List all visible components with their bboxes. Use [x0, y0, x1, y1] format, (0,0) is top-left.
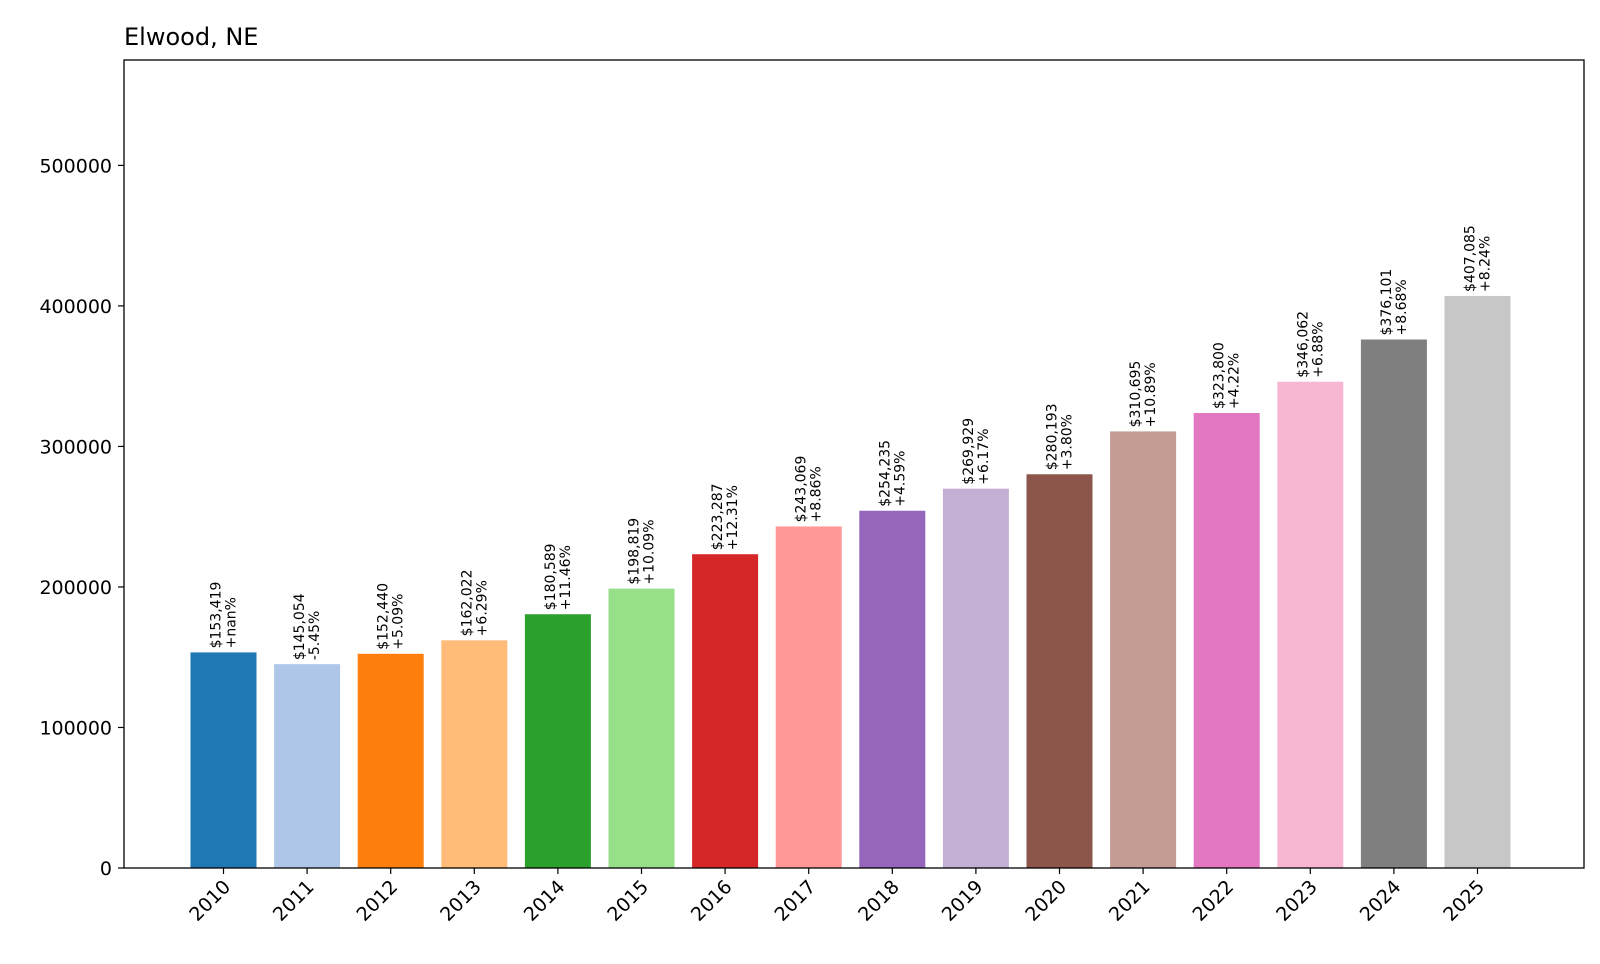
bar-value-label: $269,929+6.17%	[961, 418, 992, 485]
x-tick-label: 2010	[185, 876, 235, 926]
y-tick-label: 400000	[39, 296, 112, 318]
bar-2012	[357, 653, 424, 868]
bar-2022	[1193, 412, 1260, 868]
bar-2021	[1110, 431, 1177, 868]
bar-2016	[692, 554, 759, 868]
bars-group	[190, 295, 1511, 868]
y-tick-label: 300000	[39, 436, 112, 458]
bar-price-label: $407,085	[1463, 225, 1479, 292]
bar-value-label: $310,695+10.89%	[1128, 361, 1159, 428]
bar-2011	[274, 664, 341, 868]
y-axis: 0 100000 200000 300000 400000 500000	[39, 155, 124, 880]
bar-value-label: $153,419+nan%	[209, 582, 240, 649]
bar-price-label: $376,101	[1379, 269, 1395, 336]
bar-change-label: +4.22%	[1227, 353, 1243, 409]
x-tick-label: 2025	[1439, 876, 1489, 926]
bar-value-label: $280,193+3.80%	[1045, 403, 1076, 470]
bar-change-label: +3.80%	[1060, 414, 1076, 470]
bar-value-label: $145,054-5.45%	[292, 593, 323, 660]
bar-value-label: $180,589+11.46%	[543, 543, 574, 610]
x-tick-label: 2024	[1356, 876, 1406, 926]
y-tick-label: 0	[100, 858, 112, 880]
y-tick-label: 100000	[39, 717, 112, 739]
bar-change-label: +6.88%	[1310, 321, 1326, 377]
bar-price-label: $198,819	[627, 518, 643, 585]
plot-frame	[123, 59, 1585, 869]
bar-change-label: +8.86%	[809, 466, 825, 522]
bar-price-label: $269,929	[961, 418, 977, 485]
bar-change-label: +6.29%	[474, 580, 490, 636]
bar-2023	[1277, 381, 1344, 868]
bar-change-label: +10.89%	[1143, 362, 1159, 427]
x-tick-label: 2011	[269, 876, 319, 926]
x-tick-label: 2016	[687, 876, 737, 926]
bar-value-label: $346,062+6.88%	[1295, 311, 1326, 378]
bar-value-label: $254,235+4.59%	[877, 440, 908, 507]
bar-price-label: $243,069	[794, 456, 810, 523]
bar-2015	[608, 588, 675, 868]
bar-price-label: $323,800	[1212, 342, 1228, 409]
bar-2020	[1026, 474, 1093, 868]
bar-price-label: $346,062	[1295, 311, 1311, 378]
bar-change-label: +6.17%	[976, 428, 992, 484]
bar-price-label: $145,054	[292, 593, 308, 660]
bar-labels-group: $153,419+nan% $145,054-5.45% $152,440+5.09…	[209, 225, 1494, 660]
bar-change-label: +4.59%	[892, 451, 908, 507]
bar-2024	[1360, 339, 1427, 868]
x-tick-label: 2023	[1272, 876, 1322, 926]
x-tick-label: 2020	[1021, 876, 1071, 926]
bar-change-label: +5.09%	[391, 594, 407, 650]
bar-2018	[859, 510, 926, 868]
x-tick-label: 2017	[770, 876, 820, 926]
bar-change-label: +10.09%	[642, 519, 658, 584]
bar-2017	[775, 526, 842, 868]
x-tick-label: 2019	[938, 876, 988, 926]
x-tick-label: 2022	[1188, 876, 1238, 926]
x-tick-label: 2014	[520, 876, 570, 926]
bar-price-label: $162,022	[459, 570, 475, 637]
bar-price-label: $280,193	[1045, 403, 1061, 470]
bar-value-label: $162,022+6.29%	[459, 570, 490, 637]
bar-2013	[441, 640, 508, 868]
bar-2019	[942, 488, 1009, 868]
bar-price-label: $153,419	[209, 582, 225, 649]
bar-value-label: $198,819+10.09%	[627, 518, 658, 585]
bar-price-label: $254,235	[877, 440, 893, 507]
bar-value-label: $152,440+5.09%	[376, 583, 407, 650]
y-tick-label: 500000	[39, 155, 112, 177]
bar-value-label: $323,800+4.22%	[1212, 342, 1243, 409]
bar-2014	[524, 614, 591, 868]
x-tick-label: 2021	[1105, 876, 1155, 926]
bar-change-label: +nan%	[224, 597, 240, 648]
x-tick-label: 2018	[854, 876, 904, 926]
bar-price-label: $310,695	[1128, 361, 1144, 428]
x-tick-label: 2012	[352, 876, 402, 926]
bar-2025	[1444, 295, 1511, 868]
bar-price-label: $223,287	[710, 483, 726, 550]
bar-value-label: $223,287+12.31%	[710, 483, 741, 550]
chart-title: Elwood, NE	[124, 23, 258, 51]
x-tick-label: 2013	[436, 876, 486, 926]
bar-change-label: +8.24%	[1478, 236, 1494, 292]
bar-price-label: $152,440	[376, 583, 392, 650]
x-tick-label: 2015	[603, 876, 653, 926]
y-tick-label: 200000	[39, 577, 112, 599]
bar-value-label: $243,069+8.86%	[794, 456, 825, 523]
bar-value-label: $376,101+8.68%	[1379, 269, 1410, 336]
bar-change-label: +11.46%	[558, 545, 574, 610]
x-axis: 2010 2011 2012 2013 2014 2015 2016 2017 2018 2019…	[185, 868, 1489, 926]
bar-value-label: $407,085+8.24%	[1463, 225, 1494, 292]
bar-change-label: -5.45%	[307, 611, 323, 661]
bar-price-label: $180,589	[543, 543, 559, 610]
bar-2010	[190, 652, 257, 868]
bar-change-label: +8.68%	[1394, 279, 1410, 335]
bar-change-label: +12.31%	[725, 485, 741, 550]
